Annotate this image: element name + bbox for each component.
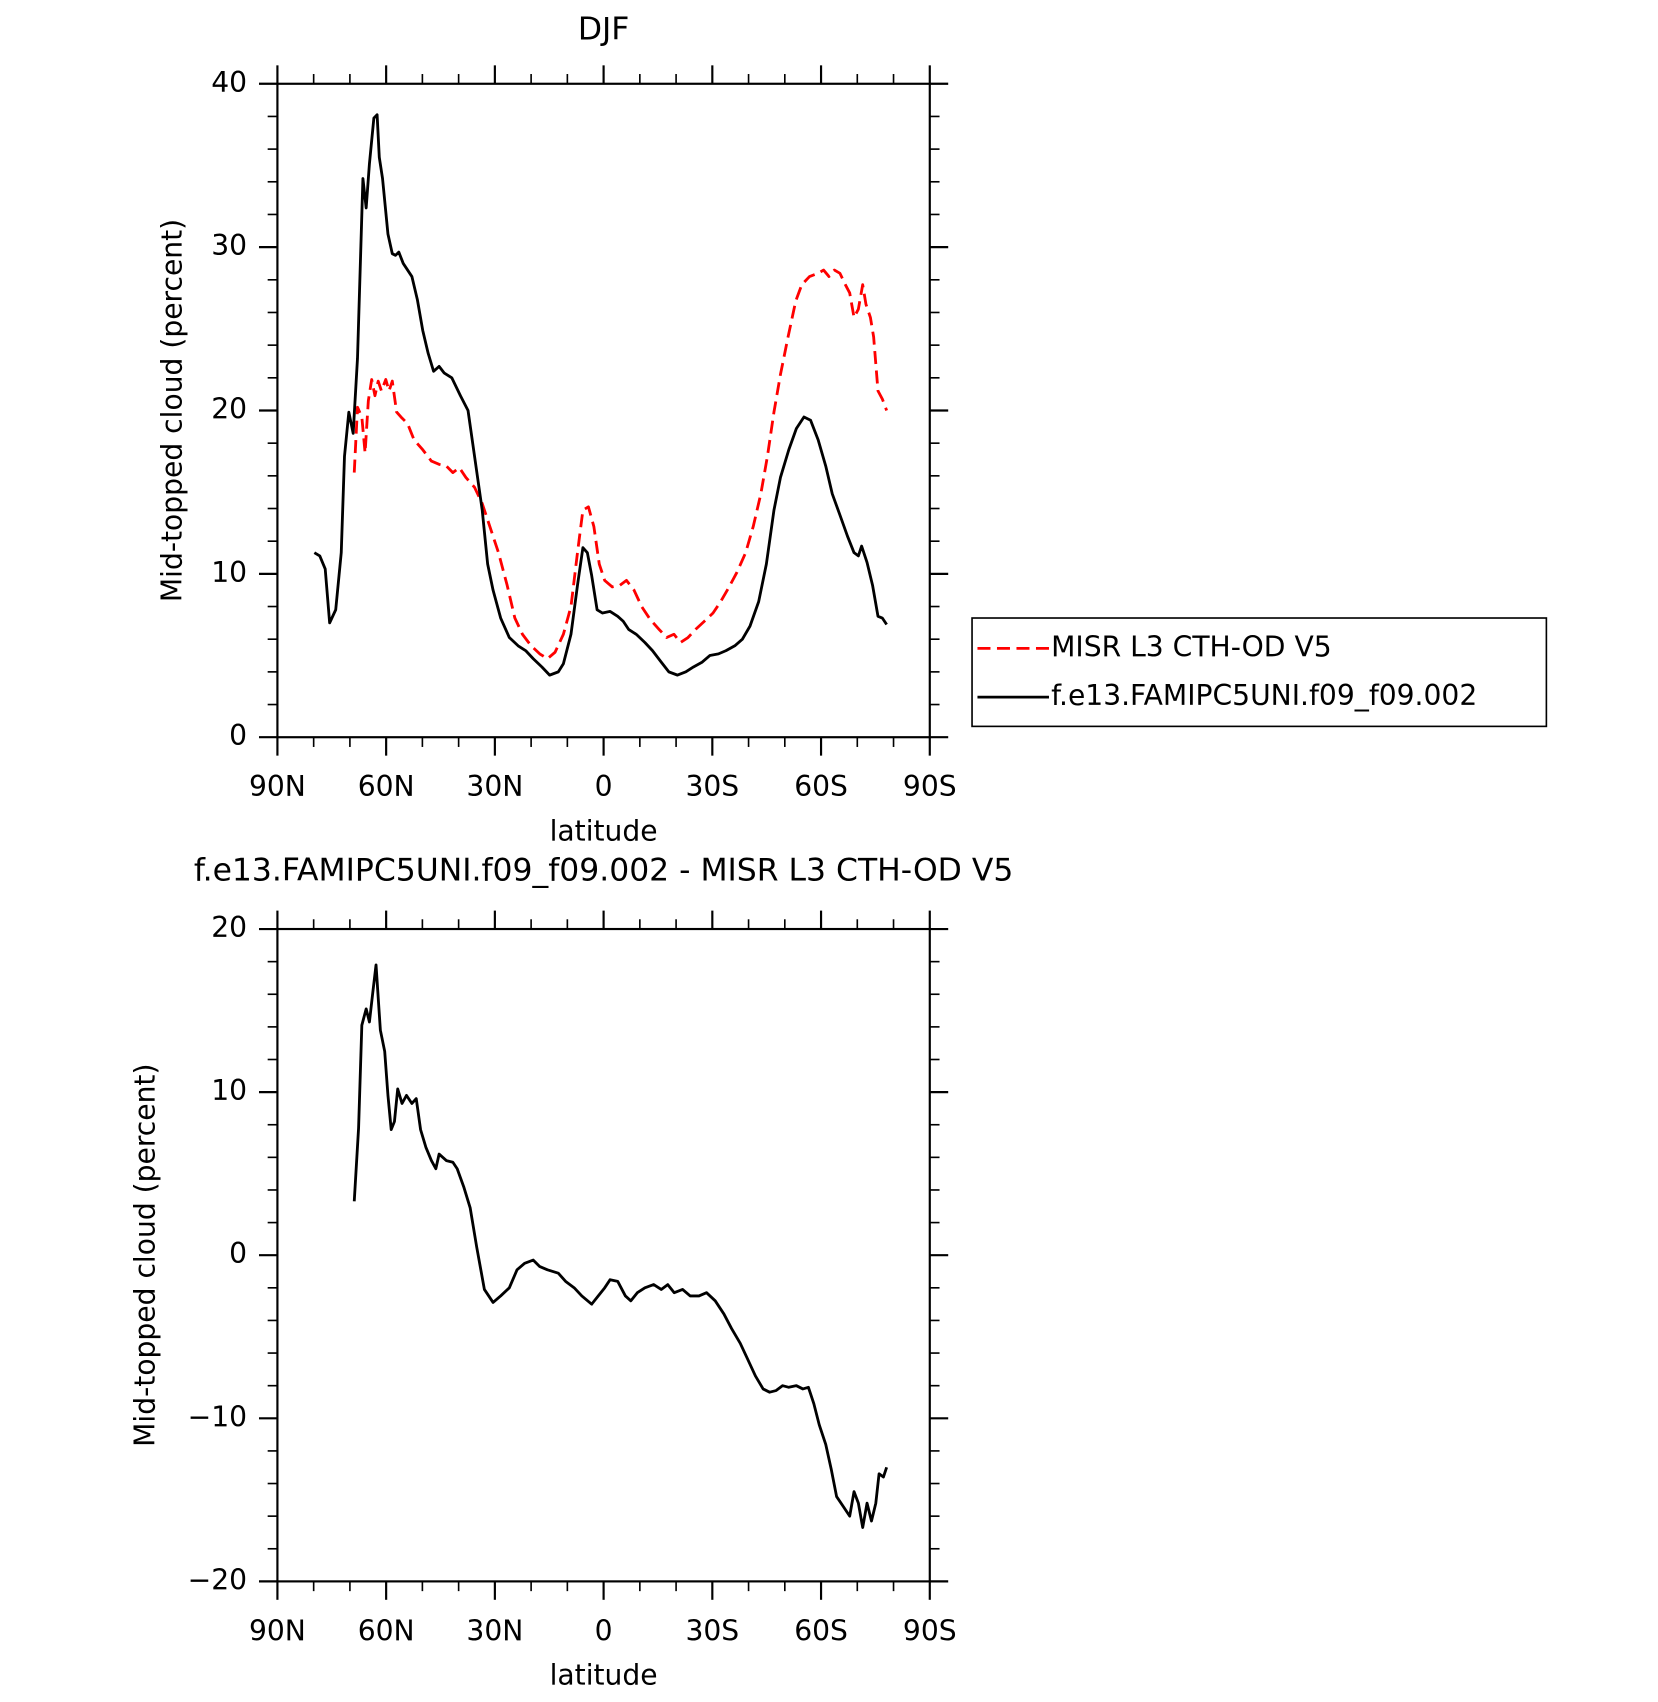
- legend-label: MISR L3 CTH-OD V5: [1051, 630, 1331, 663]
- chart-title: DJF: [578, 12, 630, 48]
- x-axis-label: latitude: [550, 1659, 658, 1692]
- x-tick-label: 0: [595, 1614, 613, 1647]
- x-tick-label: 90N: [249, 770, 306, 803]
- y-tick-label: 30: [211, 229, 247, 262]
- chart-title: f.e13.FAMIPC5UNI.f09_f09.002 - MISR L3 C…: [194, 853, 1013, 889]
- y-tick-label: −10: [188, 1400, 247, 1433]
- data-line: [352, 268, 888, 661]
- x-tick-label: 90S: [903, 770, 957, 803]
- x-tick-label: 30S: [685, 770, 739, 803]
- y-tick-label: 20: [211, 392, 247, 425]
- plot-frame: [276, 927, 931, 1583]
- x-tick-label: 30S: [685, 1614, 739, 1647]
- x-axis-label: latitude: [550, 815, 658, 848]
- y-tick-label: 20: [211, 911, 247, 944]
- x-tick-label: 90S: [903, 1614, 957, 1647]
- plot-frame: [276, 82, 931, 739]
- x-tick-label: 30N: [466, 1614, 523, 1647]
- y-tick-label: 40: [211, 66, 247, 99]
- data-line: [352, 963, 888, 1529]
- legend-box: [971, 617, 1548, 728]
- y-tick-label: 0: [229, 1237, 247, 1270]
- legend-label: f.e13.FAMIPC5UNI.f09_f09.002: [1051, 679, 1477, 712]
- data-line: [313, 113, 888, 677]
- x-tick-label: 90N: [249, 1614, 306, 1647]
- y-axis-label: Mid-topped cloud (percent): [155, 219, 188, 602]
- x-tick-label: 60N: [358, 1614, 415, 1647]
- x-tick-label: 60S: [794, 770, 848, 803]
- x-tick-label: 0: [595, 770, 613, 803]
- y-tick-label: 10: [211, 556, 247, 589]
- y-tick-label: −20: [188, 1563, 247, 1596]
- x-tick-label: 60S: [794, 1614, 848, 1647]
- x-tick-label: 30N: [466, 770, 523, 803]
- y-axis-label: Mid-topped cloud (percent): [128, 1064, 161, 1447]
- x-tick-label: 60N: [358, 770, 415, 803]
- y-tick-label: 0: [229, 719, 247, 752]
- y-tick-label: 10: [211, 1074, 247, 1107]
